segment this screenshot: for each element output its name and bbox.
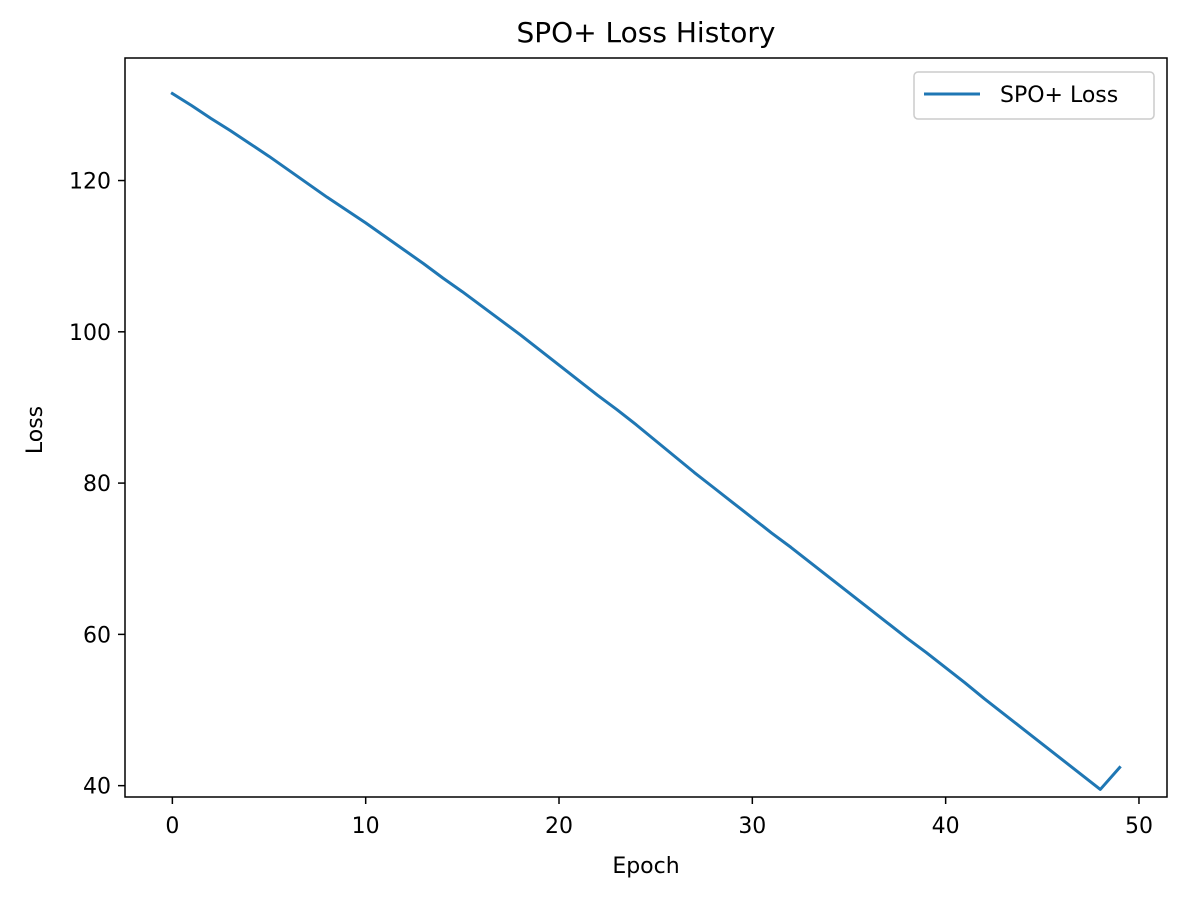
x-tick-label: 0 xyxy=(165,814,179,839)
legend: SPO+ Loss xyxy=(913,71,1155,120)
x-axis-ticks: 0 10 20 30 40 50 xyxy=(165,797,1153,839)
plot-area xyxy=(170,91,1122,791)
chart-title: SPO+ Loss History xyxy=(517,16,776,49)
legend-label: SPO+ Loss xyxy=(1000,83,1118,108)
x-axis-label: Epoch xyxy=(612,854,679,879)
y-axis-ticks: 40 60 80 100 120 xyxy=(69,170,125,800)
plot-frame xyxy=(124,57,1168,798)
legend-box xyxy=(913,71,1155,120)
y-tick-label: 60 xyxy=(83,623,111,648)
y-tick-label: 100 xyxy=(69,321,111,346)
y-tick-label: 80 xyxy=(83,472,111,497)
series-line-spo-loss xyxy=(170,91,1122,791)
x-tick-label: 30 xyxy=(738,814,766,839)
x-tick-label: 40 xyxy=(932,814,960,839)
y-tick-label: 40 xyxy=(83,775,111,800)
y-tick-label: 120 xyxy=(69,170,111,195)
y-axis-label: Loss xyxy=(23,406,48,454)
x-tick-label: 10 xyxy=(352,814,380,839)
x-tick-label: 50 xyxy=(1125,814,1153,839)
x-tick-label: 20 xyxy=(545,814,573,839)
